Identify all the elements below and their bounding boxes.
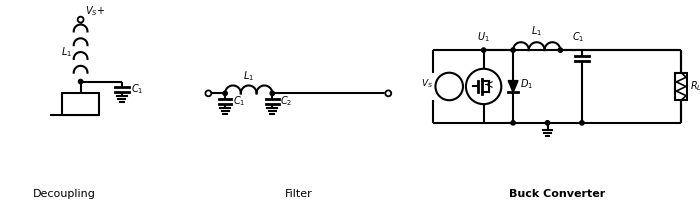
Circle shape [385, 90, 391, 96]
Text: $V_S$: $V_S$ [421, 77, 433, 90]
Text: $L_1$: $L_1$ [531, 25, 542, 38]
Text: $C_1$: $C_1$ [131, 83, 144, 96]
Circle shape [270, 91, 274, 96]
Circle shape [558, 48, 563, 52]
Circle shape [511, 48, 515, 52]
Text: $L_1$: $L_1$ [243, 69, 254, 83]
Circle shape [511, 121, 515, 125]
Text: Buck Converter: Buck Converter [509, 189, 605, 198]
Bar [676, 73, 687, 100]
Text: $V_S$+: $V_S$+ [85, 4, 105, 18]
Text: $C_1$: $C_1$ [233, 94, 246, 108]
Text: Filter: Filter [284, 189, 312, 198]
Text: $U_1$: $U_1$ [477, 30, 490, 44]
Text: $L_1$: $L_1$ [62, 45, 72, 59]
Text: $C_2$: $C_2$ [280, 94, 293, 108]
Circle shape [545, 121, 550, 125]
Bar [62, 93, 99, 115]
Text: Decoupling: Decoupling [32, 189, 95, 198]
Circle shape [223, 91, 228, 96]
Circle shape [580, 121, 584, 125]
Text: $R_L$: $R_L$ [690, 80, 700, 93]
Text: $C_1$: $C_1$ [572, 30, 584, 44]
Circle shape [78, 79, 83, 84]
Polygon shape [508, 81, 518, 92]
Circle shape [78, 17, 83, 22]
Circle shape [482, 48, 486, 52]
Text: IC: IC [76, 99, 86, 109]
Text: $D_1$: $D_1$ [520, 78, 533, 91]
Circle shape [466, 69, 501, 104]
Circle shape [435, 73, 463, 100]
Circle shape [205, 90, 211, 96]
